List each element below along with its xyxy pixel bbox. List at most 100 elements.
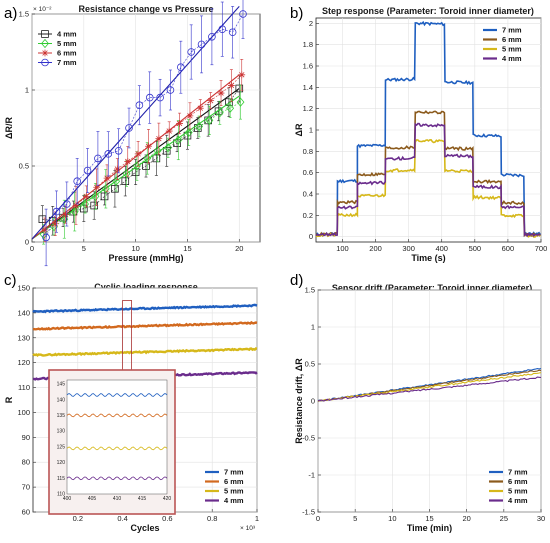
inset-xtick-label: 420 xyxy=(163,496,172,502)
series-line-4-mm xyxy=(315,122,541,238)
c-ytick-label: 90 xyxy=(22,433,30,442)
data-point xyxy=(228,28,237,37)
data-point xyxy=(125,124,133,132)
y-exponent: × 10⁻² xyxy=(33,6,52,13)
data-point xyxy=(101,184,110,194)
d-ytick-label: 1 xyxy=(311,323,315,332)
a-legend-marker xyxy=(41,38,49,49)
data-point xyxy=(121,177,130,186)
data-point xyxy=(195,121,203,132)
y-axis-label: Resistance drift, ΔR xyxy=(294,358,304,444)
data-point xyxy=(122,168,131,179)
a-ytick-label: 0.5 xyxy=(19,162,29,171)
data-point xyxy=(94,154,102,163)
series-line-7-mm xyxy=(315,20,541,237)
y-axis-label: ΔR/R xyxy=(4,117,14,139)
data-point xyxy=(42,233,50,242)
c-ytick-label: 140 xyxy=(17,308,30,317)
data-point xyxy=(114,147,123,155)
data-point xyxy=(184,127,193,138)
chart-title: Cyclic loading response xyxy=(94,282,198,292)
x-axis-label: Pressure (mmHg) xyxy=(108,253,183,263)
data-point xyxy=(226,103,235,113)
b-xtick-label: 600 xyxy=(502,244,515,253)
b-xtick-label: 300 xyxy=(402,244,415,253)
data-point xyxy=(215,108,224,118)
panel-c: c) Cyclic loading response 0.2 0.4 0.6 0.8 1 60… xyxy=(4,272,259,533)
d-ytick-label: 1.5 xyxy=(305,286,315,295)
data-point xyxy=(93,183,101,191)
data-point xyxy=(156,93,164,102)
panel-label: a) xyxy=(4,5,17,22)
inset-xtick-label: 405 xyxy=(88,496,97,502)
inset-xtick-label: 400 xyxy=(63,496,72,502)
inset-ytick-label: 110 xyxy=(57,492,65,498)
data-point xyxy=(134,150,142,158)
panel-label: c) xyxy=(4,272,17,289)
data-point xyxy=(73,177,81,186)
d-xtick-label: 25 xyxy=(500,514,508,523)
data-point xyxy=(91,191,100,202)
b-ytick-label: 2 xyxy=(309,19,313,28)
data-point xyxy=(70,206,79,217)
b-legend-label: 7 mm xyxy=(502,26,522,35)
d-ytick-label: -1.5 xyxy=(302,508,315,517)
b-ytick-label: 1.6 xyxy=(303,62,313,71)
a-ytick-label: 0 xyxy=(25,238,29,247)
b-legend-label: 4 mm xyxy=(502,54,522,63)
data-point xyxy=(100,192,109,201)
b-xtick-label: 500 xyxy=(469,244,482,253)
c-xtick-label: 0.6 xyxy=(162,514,172,523)
d-ytick-label: 0 xyxy=(311,397,315,406)
inset-ytick-label: 145 xyxy=(57,382,66,388)
panel-label: d) xyxy=(290,272,303,289)
data-point xyxy=(111,184,119,193)
data-point xyxy=(145,142,152,150)
b-ytick-label: 0 xyxy=(309,232,313,241)
data-point xyxy=(176,120,183,127)
chart-title: Sensor drift (Parameter: Toroid inner di… xyxy=(332,283,532,293)
data-point xyxy=(236,97,245,107)
c-ytick-label: 110 xyxy=(18,383,30,392)
inset-ytick-label: 135 xyxy=(57,413,66,419)
data-point xyxy=(207,97,215,105)
c-ytick-label: 100 xyxy=(17,408,30,417)
data-point xyxy=(72,202,80,209)
series-line-4-mm xyxy=(318,376,542,402)
c-legend-label: 5 mm xyxy=(224,487,244,496)
data-point xyxy=(205,115,214,126)
d-ytick-label: -0.5 xyxy=(302,434,315,443)
b-ytick-label: 0.6 xyxy=(303,168,313,177)
d-xtick-label: 10 xyxy=(388,514,396,523)
a-legend-label: 7 mm xyxy=(57,58,77,67)
inset-line xyxy=(66,393,168,397)
a-ytick-label: 1.5 xyxy=(19,10,29,19)
data-point xyxy=(155,135,163,143)
data-point xyxy=(197,40,206,49)
inset-ytick-label: 125 xyxy=(57,444,66,450)
inset-line xyxy=(66,476,168,481)
c-ytick-label: 150 xyxy=(17,284,30,293)
a-legend-marker xyxy=(41,58,49,67)
y-axis-label: R xyxy=(4,396,14,403)
data-point xyxy=(177,63,185,71)
data-point xyxy=(83,166,92,175)
d-ytick-label: -1 xyxy=(308,471,315,480)
inset-xtick-label: 410 xyxy=(113,496,122,502)
b-xtick-label: 700 xyxy=(535,244,548,253)
inset-line xyxy=(66,446,168,451)
data-point xyxy=(217,89,225,97)
c-xtick-label: 1 xyxy=(255,514,259,523)
a-legend-label: 5 mm xyxy=(57,39,77,48)
data-point xyxy=(52,207,61,216)
data-point xyxy=(174,135,183,145)
data-point xyxy=(166,86,175,94)
data-point xyxy=(143,153,152,164)
data-point xyxy=(218,25,227,34)
series-line-6-mm xyxy=(315,110,541,238)
c-xtick-label: 0.8 xyxy=(207,514,217,523)
data-point xyxy=(227,82,235,89)
data-point xyxy=(103,174,111,182)
inset-axes xyxy=(66,379,168,495)
